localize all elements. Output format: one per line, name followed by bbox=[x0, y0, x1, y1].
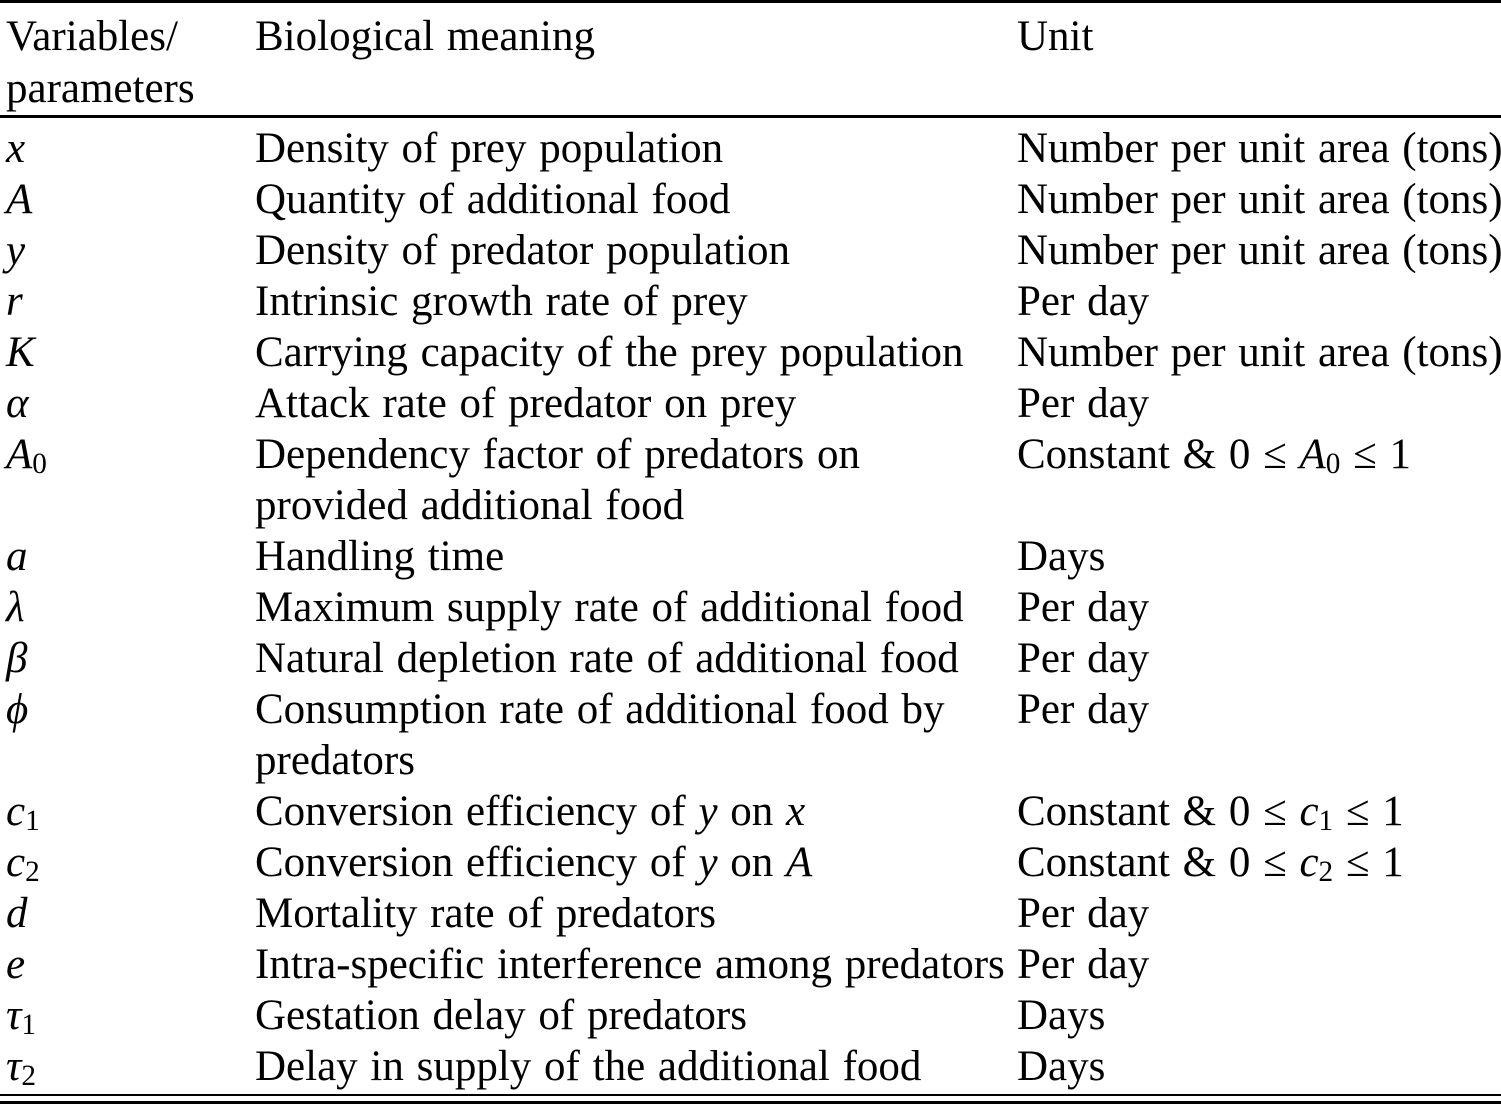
symbol-cell: d bbox=[6, 890, 28, 937]
unit-cell: Days bbox=[1017, 533, 1106, 580]
table-row: τ1 Gestation delay of predators Days bbox=[0, 990, 1501, 1041]
meaning-cell: Delay in supply of the additional food bbox=[255, 1043, 922, 1090]
meaning-cell: Mortality rate of predators bbox=[255, 890, 716, 937]
unit-cell: Per day bbox=[1017, 686, 1150, 733]
symbol-cell: ϕ bbox=[6, 686, 29, 733]
symbol-cell: λ bbox=[6, 584, 25, 631]
unit-cell: Per day bbox=[1017, 890, 1150, 937]
meaning-cell: Consumption rate of additional food by pr… bbox=[255, 686, 945, 784]
table-row: α Attack rate of predator on prey Per da… bbox=[0, 378, 1501, 429]
symbol-cell: τ1 bbox=[6, 992, 37, 1042]
unit-cell: Per day bbox=[1017, 584, 1150, 631]
symbol-cell: r bbox=[6, 278, 23, 325]
symbol-cell: y bbox=[6, 227, 26, 274]
unit-cell: Per day bbox=[1017, 941, 1150, 988]
meaning-cell: Handling time bbox=[255, 533, 505, 580]
table-row: d Mortality rate of predators Per day bbox=[0, 888, 1501, 939]
meaning-cell: Gestation delay of predators bbox=[255, 992, 747, 1039]
table-row: y Density of predator population Number … bbox=[0, 225, 1501, 276]
meaning-cell: Conversion efficiency of y on A bbox=[255, 839, 813, 886]
meaning-cell: Natural depletion rate of additional foo… bbox=[255, 635, 959, 682]
meaning-cell: Dependency factor of predators on provide… bbox=[255, 431, 860, 529]
unit-cell: Constant & 0 ≤ A0 ≤ 1 bbox=[1017, 431, 1411, 481]
table-row: A0 Dependency factor of predators on prov… bbox=[0, 429, 1501, 531]
meaning-cell: Attack rate of predator on prey bbox=[255, 380, 797, 427]
meaning-cell: Maximum supply rate of additional food bbox=[255, 584, 964, 631]
table-row: r Intrinsic growth rate of prey Per day bbox=[0, 276, 1501, 327]
meaning-cell: Intrinsic growth rate of prey bbox=[255, 278, 748, 325]
table-row: τ2 Delay in supply of the additional foo… bbox=[0, 1041, 1501, 1092]
header-biological-meaning: Biological meaning bbox=[255, 13, 595, 60]
header-separator-rule bbox=[0, 115, 1501, 118]
symbol-cell: α bbox=[6, 380, 29, 427]
table-row: c1 Conversion efficiency of y on x Const… bbox=[0, 786, 1501, 837]
symbol-cell: K bbox=[6, 329, 35, 376]
symbol-cell: A bbox=[6, 176, 33, 223]
meaning-cell: Density of predator population bbox=[255, 227, 791, 274]
table-row: c2 Conversion efficiency of y on A Const… bbox=[0, 837, 1501, 888]
table-row: x Density of prey population Number per … bbox=[0, 123, 1501, 174]
table-row: K Carrying capacity of the prey populati… bbox=[0, 327, 1501, 378]
table-header: Variables/parameters Biological meaning … bbox=[0, 3, 1501, 115]
meaning-cell: Conversion efficiency of y on x bbox=[255, 788, 806, 835]
unit-cell: Constant & 0 ≤ c1 ≤ 1 bbox=[1017, 788, 1404, 838]
unit-cell: Number per unit area (tons) bbox=[1017, 227, 1501, 274]
bottom-thick-rule bbox=[0, 1101, 1501, 1104]
unit-cell: Number per unit area (tons) bbox=[1017, 125, 1501, 172]
symbol-cell: c1 bbox=[6, 788, 40, 838]
symbol-cell: β bbox=[6, 635, 28, 682]
header-variables-parameters: Variables/parameters bbox=[6, 13, 195, 112]
top-rule bbox=[0, 0, 1501, 3]
symbol-cell: x bbox=[6, 125, 26, 172]
table-row: a Handling time Days bbox=[0, 531, 1501, 582]
header-unit: Unit bbox=[1017, 13, 1094, 60]
symbol-cell: τ2 bbox=[6, 1043, 37, 1093]
unit-cell: Per day bbox=[1017, 380, 1150, 427]
symbol-cell: c2 bbox=[6, 839, 40, 889]
unit-cell: Days bbox=[1017, 992, 1106, 1039]
unit-cell: Days bbox=[1017, 1043, 1106, 1090]
table-row: A Quantity of additional food Number per… bbox=[0, 174, 1501, 225]
table-row: ϕ Consumption rate of additional food by… bbox=[0, 684, 1501, 786]
unit-cell: Constant & 0 ≤ c2 ≤ 1 bbox=[1017, 839, 1404, 889]
meaning-cell: Density of prey population bbox=[255, 125, 724, 172]
symbol-cell: e bbox=[6, 941, 26, 988]
symbol-cell: A0 bbox=[6, 431, 47, 481]
table-row: β Natural depletion rate of additional f… bbox=[0, 633, 1501, 684]
symbol-cell: a bbox=[6, 533, 28, 580]
unit-cell: Number per unit area (tons) bbox=[1017, 176, 1501, 223]
meaning-cell: Quantity of additional food bbox=[255, 176, 731, 223]
table-row: λ Maximum supply rate of additional food… bbox=[0, 582, 1501, 633]
unit-cell: Per day bbox=[1017, 635, 1150, 682]
unit-cell: Number per unit area (tons) bbox=[1017, 329, 1501, 376]
table-row: e Intra-specific interference among pred… bbox=[0, 939, 1501, 990]
unit-cell: Per day bbox=[1017, 278, 1150, 325]
meaning-cell: Carrying capacity of the prey population bbox=[255, 329, 964, 376]
table-body: x Density of prey population Number per … bbox=[0, 118, 1501, 1092]
meaning-cell: Intra-specific interference among predat… bbox=[255, 941, 1005, 988]
bottom-thin-rule bbox=[0, 1094, 1501, 1096]
